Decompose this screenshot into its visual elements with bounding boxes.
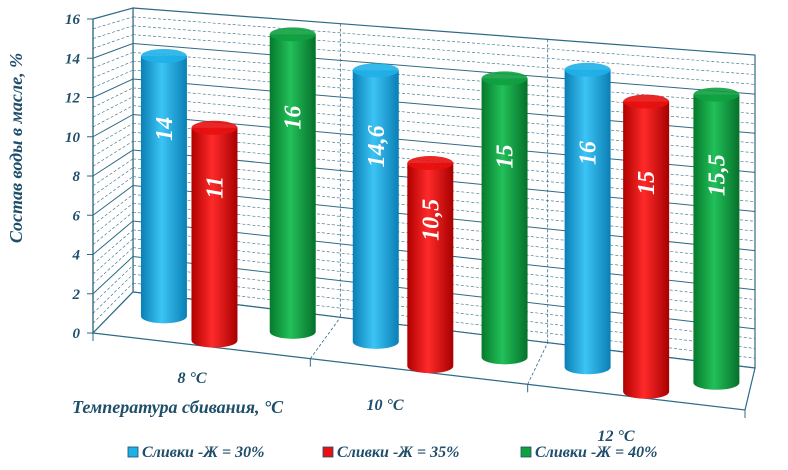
bar-value-label: 11	[202, 176, 228, 199]
legend: Сливки -Ж = 30% Сливки -Ж = 35% Сливки -Ж …	[127, 444, 657, 461]
bars: 14 11 16 14,6 10,5 15 16 15 15,5	[140, 27, 740, 399]
bar: 14	[140, 49, 187, 324]
legend-swatch	[520, 446, 532, 458]
y-tick-label: 8	[73, 169, 81, 185]
legend-swatch	[322, 446, 334, 458]
legend-label: Сливки -Ж = 30%	[142, 444, 264, 461]
y-axis-label: Состав воды в масле, %	[6, 53, 26, 243]
bar: 15	[481, 71, 528, 365]
bar-value-label: 16	[576, 141, 602, 165]
x-category-label: 10 °С	[366, 397, 403, 414]
bar-value-label: 14	[152, 117, 178, 141]
y-tick-label: 16	[65, 12, 81, 28]
x-axis-label: Температура сбивания, °С	[72, 397, 284, 417]
bar: 14,6	[352, 63, 399, 349]
legend-item: Сливки -Ж = 35%	[322, 444, 459, 461]
bar-value-label: 15	[493, 145, 519, 169]
legend-label: Сливки -Ж = 40%	[535, 444, 657, 461]
y-tick-label: 4	[72, 248, 81, 264]
legend-label: Сливки -Ж = 35%	[337, 444, 459, 461]
bar-value-label: 14,6	[364, 125, 390, 167]
legend-swatch	[127, 446, 139, 458]
bar: 10,5	[407, 156, 454, 374]
bar: 16	[269, 27, 316, 339]
bar: 15,5	[693, 87, 740, 390]
bar: 16	[564, 62, 611, 375]
bar-value-label: 10,5	[418, 199, 444, 241]
y-tick-label: 2	[72, 287, 81, 303]
x-category-label: 8 °С	[177, 370, 206, 387]
bar-value-label: 16	[281, 106, 307, 130]
y-tick-label: 0	[73, 326, 81, 342]
bar-value-label: 15,5	[704, 154, 730, 196]
x-axis-categories: 8 °С 10 °С 12 °С	[177, 370, 634, 445]
bar: 15	[623, 94, 670, 399]
legend-item: Сливки -Ж = 40%	[520, 444, 657, 461]
y-tick-label: 12	[65, 91, 81, 107]
y-axis-ticks: 0 2 4 6 8 10 12 14 16	[65, 12, 746, 418]
legend-item: Сливки -Ж = 30%	[127, 444, 264, 461]
y-tick-label: 10	[65, 130, 81, 146]
y-tick-label: 14	[65, 51, 81, 67]
y-tick-label: 6	[73, 208, 81, 224]
bar-value-label: 15	[634, 171, 660, 195]
bar: 11	[191, 120, 238, 348]
x-category-label: 12 °С	[597, 428, 634, 445]
